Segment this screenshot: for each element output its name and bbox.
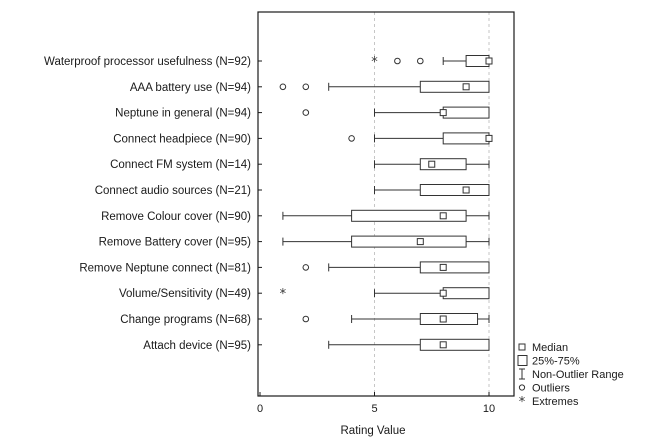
box-row [302, 313, 490, 325]
box-row [328, 338, 490, 351]
legend-item: * Extremes [519, 395, 579, 410]
legend-label: 25%-75% [532, 356, 580, 368]
category-label: AAA battery use (N=94) [130, 82, 251, 94]
outlier-point [417, 57, 424, 65]
iqr-box [442, 132, 490, 145]
category-label: Connect headpiece (N=90) [113, 133, 251, 145]
extreme-point: * [371, 55, 378, 70]
category-label: Attach device (N=95) [143, 340, 251, 352]
legend-extreme-symbol: * [519, 395, 526, 410]
outlier-point [302, 83, 310, 91]
box-row [348, 132, 493, 145]
category-label: Change programs (N=68) [120, 314, 251, 326]
median-marker [462, 83, 470, 91]
legend-label: Outliers [532, 383, 570, 395]
box-layer: ** [258, 55, 493, 351]
legend-item: Outliers [518, 383, 570, 395]
median-marker [428, 160, 436, 168]
median-marker [462, 186, 470, 194]
legend-label: Extremes [532, 396, 579, 408]
iqr-box [442, 106, 490, 119]
median-marker [439, 109, 447, 117]
plot-frame [257, 11, 515, 397]
category-label: Remove Colour cover (N=90) [101, 211, 251, 223]
x-axis-label: Rating Value [341, 425, 406, 437]
legend-item: Non-Outlier Range [519, 368, 624, 381]
x-tick-label: 10 [483, 403, 495, 415]
median-marker [485, 57, 493, 65]
median-marker [439, 315, 447, 323]
box-row: * [280, 287, 490, 302]
grid-layer [374, 12, 490, 396]
legend-label: Non-Outlier Range [532, 369, 624, 381]
category-label: Waterproof processor usefulness (N=92) [44, 56, 251, 68]
iqr-box [419, 313, 479, 325]
box-row [282, 209, 490, 222]
iqr-box [419, 261, 490, 274]
median-marker [416, 238, 424, 246]
x-tick-label: 0 [257, 403, 263, 415]
legend-box-symbol [517, 355, 528, 366]
x-tick-label: 5 [371, 403, 377, 415]
category-label: Remove Battery cover (N=95) [99, 237, 252, 249]
iqr-box [442, 287, 490, 300]
legend-item: Median [518, 342, 568, 354]
median-marker [439, 212, 447, 220]
iqr-box [351, 209, 467, 222]
legend-median-symbol [518, 343, 526, 351]
category-label: Remove Neptune connect (N=81) [79, 262, 251, 274]
median-marker [439, 263, 447, 271]
box-row [302, 261, 490, 274]
box-row [374, 158, 490, 171]
legend-item: 25%-75% [517, 355, 580, 368]
legend: Median 25%-75%Non-Outlier Range Outliers * E… [517, 342, 624, 410]
iqr-box [419, 80, 490, 93]
legend-outlier-symbol [518, 384, 526, 391]
category-label: Neptune in general (N=94) [115, 108, 251, 120]
box-row [279, 80, 490, 93]
outlier-point [348, 135, 355, 142]
box-row [282, 235, 490, 248]
category-label: Connect audio sources (N=21) [95, 185, 251, 197]
median-marker [439, 289, 447, 297]
median-marker [485, 134, 493, 142]
outlier-point [302, 315, 310, 323]
box-row [374, 184, 490, 196]
iqr-box [419, 338, 490, 351]
iqr-box [419, 184, 490, 196]
iqr-box [351, 235, 467, 248]
category-labels: Waterproof processor usefulness (N=92) AA… [44, 56, 251, 352]
extreme-point: * [280, 287, 287, 302]
x-axis: 0 5 10 [257, 392, 495, 415]
outlier-point [279, 83, 287, 91]
iqr-box [419, 158, 467, 171]
category-label: Volume/Sensitivity (N=49) [119, 288, 251, 300]
outlier-point [302, 264, 310, 271]
category-label: Connect FM system (N=14) [110, 159, 251, 171]
box-row [302, 106, 490, 119]
outlier-point [302, 109, 310, 116]
legend-label: Median [532, 342, 568, 354]
box-row: * [371, 55, 493, 70]
outlier-point [394, 57, 401, 65]
median-marker [439, 341, 447, 349]
